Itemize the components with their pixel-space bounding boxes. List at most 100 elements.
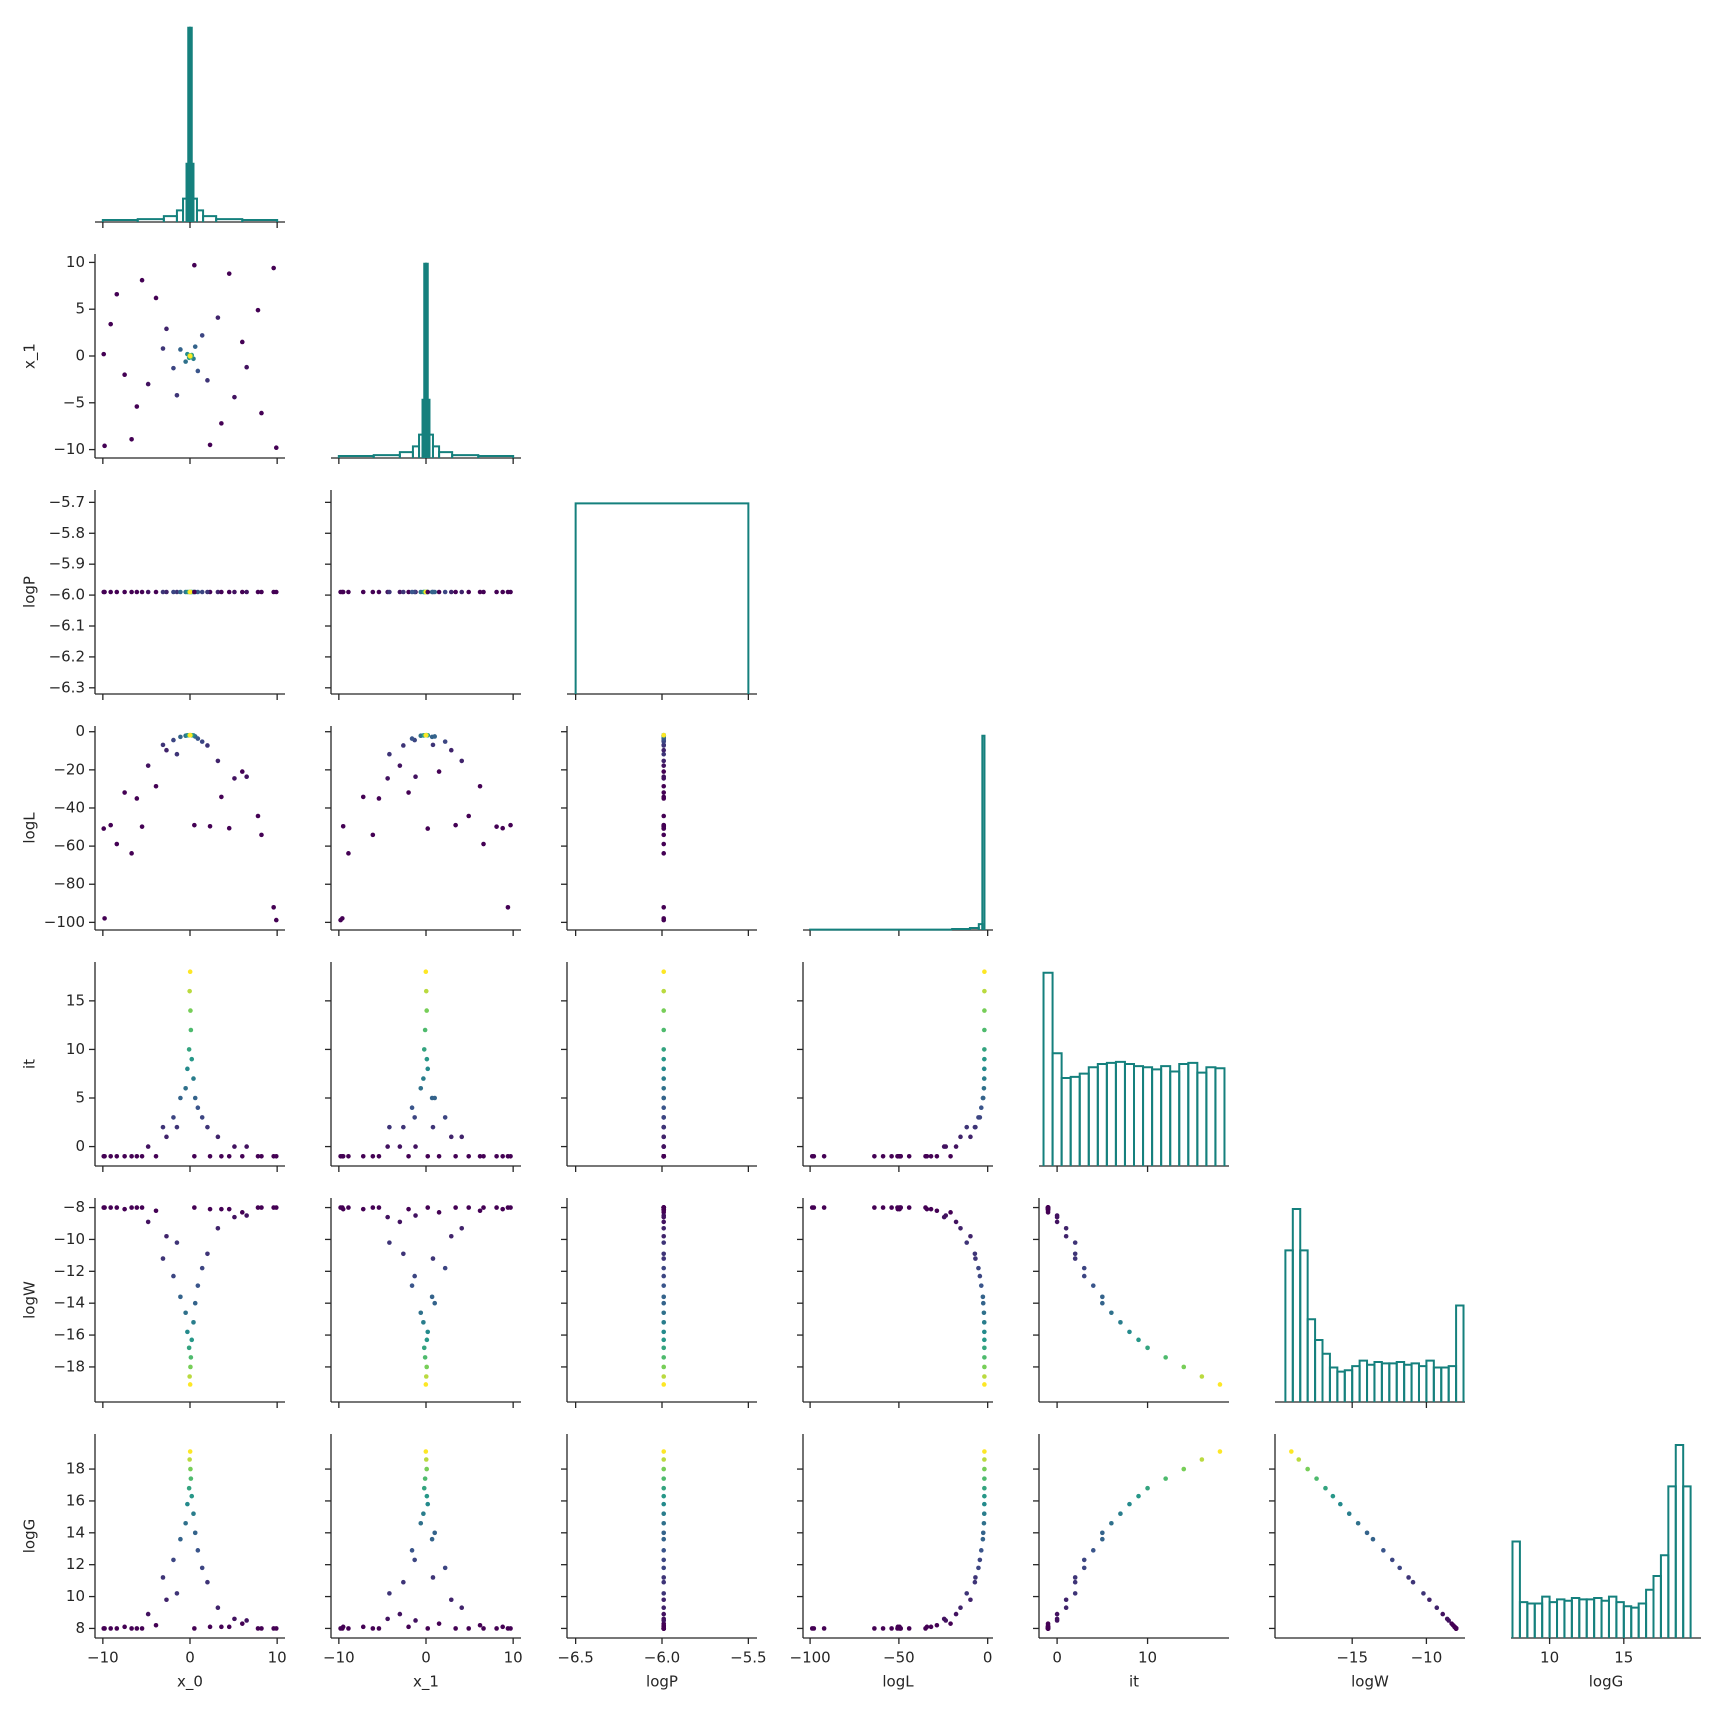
scatter-point (178, 734, 183, 740)
hist-bar (1169, 1070, 1181, 1166)
scatter-point (215, 1605, 221, 1611)
scatter-point (423, 988, 429, 994)
hist-bar (1600, 1599, 1610, 1638)
scatter-point (1118, 1320, 1123, 1325)
scatter-point (244, 364, 249, 370)
scatter-point (661, 917, 667, 923)
scatter-point (1199, 1457, 1205, 1462)
scatter-point (114, 841, 120, 847)
scatter-point (661, 1240, 667, 1245)
scatter-point (145, 1219, 151, 1225)
scatter-point (255, 813, 261, 819)
scatter-point (178, 589, 183, 595)
hist-bar (1674, 1444, 1685, 1638)
scatter-point (199, 1565, 205, 1571)
scatter-point (661, 822, 667, 828)
scatter-point (500, 589, 505, 595)
scatter-point (397, 1144, 403, 1149)
y-tick-label: −20 (53, 760, 85, 778)
scatter-point (338, 589, 343, 595)
scatter-point (255, 1626, 261, 1631)
scatter-point (958, 1605, 963, 1611)
scatter-point (477, 783, 483, 789)
scatter-point (1100, 1300, 1105, 1306)
scatter-point (244, 1618, 249, 1623)
scatter-point (412, 1115, 417, 1120)
x-tick-label: 0 (185, 1649, 195, 1667)
scatter-point (661, 1626, 667, 1631)
scatter-point (183, 1085, 188, 1091)
scatter-point (442, 739, 448, 744)
scatter-point (494, 1153, 499, 1159)
scatter-point (436, 589, 442, 595)
scatter-point (232, 1616, 237, 1622)
scatter-point (108, 1205, 113, 1210)
hist-bar (1051, 1052, 1063, 1166)
y-tick-label: −5.8 (49, 524, 85, 542)
scatter-point (448, 589, 454, 595)
panel (1275, 1208, 1465, 1408)
scatter-point (982, 1364, 987, 1370)
scatter-point (821, 1153, 827, 1159)
scatter-point (1440, 1611, 1446, 1617)
scatter-point (429, 1294, 435, 1300)
scatter-point (108, 1626, 113, 1631)
scatter-point (968, 1597, 973, 1603)
scatter-point (239, 339, 245, 345)
scatter-point (244, 774, 249, 780)
scatter-point (934, 1153, 940, 1159)
scatter-point (114, 291, 120, 297)
scatter-point (661, 1345, 667, 1351)
panel: −6.3 −6.2 −6.1 −6.0 −5.9 −5.8 −5.7 logP (21, 490, 285, 700)
scatter-point (432, 589, 438, 595)
scatter-point (360, 1153, 366, 1159)
scatter-point (255, 1205, 261, 1210)
scatter-point (442, 1565, 448, 1571)
scatter-point (219, 421, 224, 426)
scatter-point (346, 589, 351, 595)
scatter-point (906, 1153, 912, 1159)
y-tick-label: 0 (75, 347, 85, 365)
scatter-point (423, 1457, 429, 1462)
scatter-point (232, 776, 237, 781)
scatter-point (338, 917, 343, 923)
scatter-point (1305, 1466, 1310, 1472)
scatter-point (923, 1153, 928, 1159)
scatter-point (187, 969, 193, 975)
scatter-point (661, 796, 667, 801)
hist-bar (1187, 1061, 1199, 1166)
scatter-point (424, 1008, 429, 1013)
hist-bar (1291, 1208, 1302, 1402)
scatter-point (661, 1536, 667, 1542)
scatter-point (906, 1205, 912, 1210)
scatter-point (972, 1579, 978, 1585)
scatter-point (273, 1626, 279, 1631)
scatter-point (1346, 1511, 1352, 1516)
scatter-point (423, 1449, 429, 1454)
scatter-point (108, 1153, 113, 1159)
hist-bar (574, 502, 750, 694)
scatter-point (153, 295, 159, 301)
y-tick-label: −5.7 (49, 493, 85, 511)
scatter-point (661, 826, 667, 831)
scatter-point (1090, 1283, 1096, 1288)
scatter-point (661, 763, 667, 768)
scatter-point (188, 1027, 194, 1033)
scatter-point (406, 589, 411, 595)
y-tick-label: 5 (75, 300, 85, 318)
y-tick-label: 0 (75, 1137, 85, 1155)
hist-bar (1518, 1601, 1529, 1638)
scatter-point (934, 1208, 940, 1214)
scatter-point (215, 1225, 221, 1231)
y-tick-label: 12 (66, 1555, 85, 1573)
scatter-point (982, 1374, 987, 1379)
scatter-point (122, 589, 127, 595)
scatter-point (164, 326, 169, 332)
scatter-point (459, 758, 465, 764)
scatter-point (160, 346, 166, 351)
scatter-point (273, 1205, 279, 1210)
y-tick-label: −18 (53, 1357, 85, 1375)
scatter-point (968, 1134, 973, 1140)
scatter-point (661, 1579, 667, 1585)
hist-bar (1306, 1318, 1317, 1402)
